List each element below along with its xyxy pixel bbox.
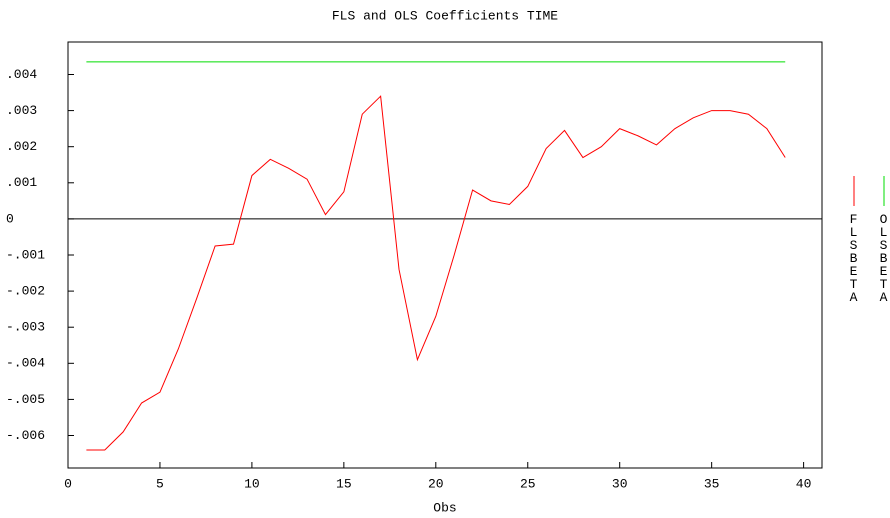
x-axis-label: Obs — [433, 500, 456, 515]
y-tick-label: -.004 — [6, 356, 45, 371]
legend-label: OLSBETA — [876, 212, 890, 303]
chart-title: FLS and OLS Coefficients TIME — [332, 8, 558, 23]
x-tick-label: 10 — [244, 476, 260, 491]
x-tick-label: 0 — [64, 476, 72, 491]
plot-frame — [67, 41, 823, 469]
legend-label: FLSBETA — [846, 212, 861, 303]
y-tick-label: -.006 — [6, 428, 45, 443]
x-tick-label: 35 — [704, 476, 720, 491]
y-tick-label: -.002 — [6, 284, 45, 299]
y-tick-label: .002 — [6, 139, 37, 154]
x-tick-label: 40 — [796, 476, 812, 491]
x-tick-label: 25 — [520, 476, 536, 491]
y-tick-label: -.003 — [6, 320, 45, 335]
x-tick-label: 30 — [612, 476, 628, 491]
y-tick-label: .001 — [6, 175, 37, 190]
x-tick-label: 20 — [428, 476, 444, 491]
y-tick-label: .003 — [6, 103, 37, 118]
y-tick-label: -.005 — [6, 392, 45, 407]
y-tick-label: 0 — [6, 211, 14, 226]
x-tick-label: 15 — [336, 476, 352, 491]
series-line — [86, 95, 786, 451]
y-tick-label: .004 — [6, 67, 37, 82]
y-tick-label: -.001 — [6, 247, 45, 262]
x-tick-label: 5 — [156, 476, 164, 491]
